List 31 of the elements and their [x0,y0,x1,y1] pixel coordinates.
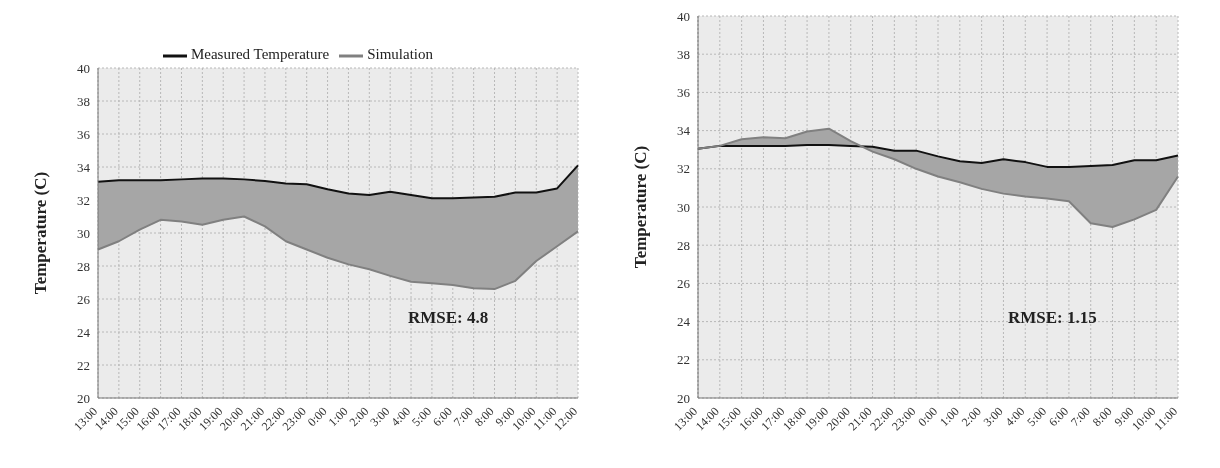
y-tick-label: 36 [677,85,691,101]
legend-label: Measured Temperature [190,46,330,63]
y-tick-label: 20 [77,390,90,406]
y-tick-label: 28 [677,237,690,253]
x-tick-label: 3:00 [367,404,393,430]
y-tick-label: 22 [77,357,90,373]
annotation: RMSE: 4.8 [408,308,489,328]
y-tick-label: 22 [677,352,690,368]
line-series [97,164,579,200]
y-tick-label: 26 [677,276,691,292]
y-tick-label: 20 [677,390,690,406]
x-tick-label: 5:00 [409,404,435,430]
y-tick-label: 38 [77,93,90,109]
y-tick-label: 40 [677,8,690,24]
y-tick-label: 28 [77,258,90,274]
y-tick-label: 34 [77,159,91,175]
y-tick-label: 36 [77,126,91,142]
y-tick-label: 32 [677,161,690,177]
y-tick-label: 24 [677,314,691,330]
y-axis-title: Temperature (C) [631,145,651,269]
legend-label: Simulation [367,46,434,63]
y-tick-label: 30 [77,225,90,241]
y-tick-label: 26 [77,291,91,307]
y-tick-label: 24 [77,324,91,340]
y-axis-title: Temperature (C) [31,171,51,295]
y-tick-label: 38 [677,46,690,62]
y-tick-label: 34 [677,123,691,139]
y-tick-label: 30 [677,199,690,215]
annotation: RMSE: 1.15 [1008,308,1097,328]
y-tick-label: 32 [77,192,90,208]
y-tick-label: 40 [77,60,90,76]
